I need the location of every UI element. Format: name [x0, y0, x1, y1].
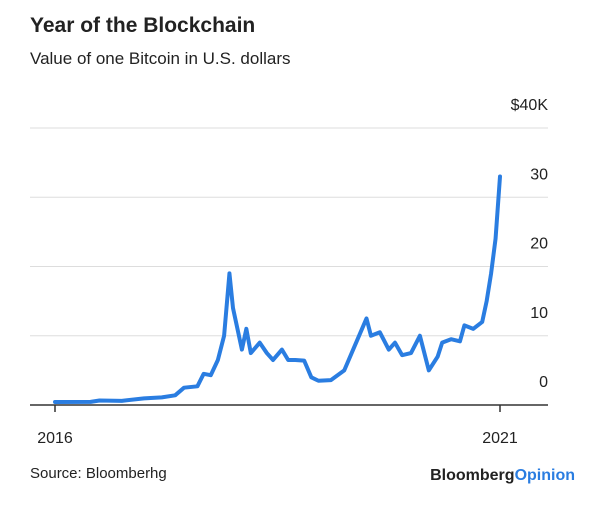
- y-tick-label: 0: [539, 374, 548, 391]
- brand: BloombergOpinion: [430, 467, 575, 484]
- x-tick-label: 2021: [482, 430, 518, 447]
- brand-name: Bloomberg: [430, 467, 514, 484]
- source: Source: Bloomberhg: [30, 465, 167, 482]
- y-tick-label: 20: [530, 236, 548, 253]
- y-tick-label: 30: [530, 166, 548, 183]
- line-series: [53, 174, 502, 405]
- y-tick-label: 10: [530, 305, 548, 322]
- chart-subtitle: Value of one Bitcoin in U.S. dollars: [30, 49, 291, 68]
- x-tick-label: 2016: [37, 430, 73, 447]
- brand-suffix: Opinion: [515, 467, 575, 484]
- y-tick-label: $40K: [511, 97, 549, 114]
- chart-title: Year of the Blockchain: [30, 14, 255, 37]
